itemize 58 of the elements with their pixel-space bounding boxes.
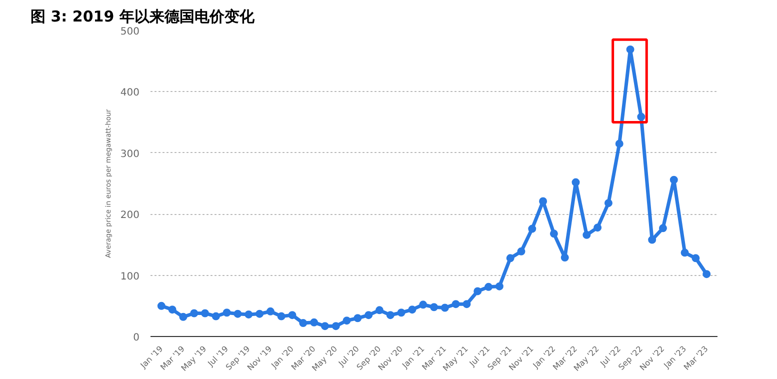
point [506, 254, 514, 262]
point [342, 316, 351, 325]
point [440, 304, 449, 312]
y-tick-label: 200 [120, 210, 140, 222]
point [615, 140, 624, 148]
point [408, 306, 416, 314]
point [288, 311, 296, 320]
point [560, 254, 569, 262]
point [212, 312, 220, 320]
y-tick-label: 100 [120, 271, 140, 282]
point [539, 197, 548, 206]
point [354, 314, 362, 322]
point [397, 308, 406, 317]
point [658, 224, 667, 232]
y-tick-label: 500 [120, 26, 140, 38]
point [484, 282, 493, 291]
y-tick-label: 400 [120, 88, 140, 99]
point [310, 318, 318, 326]
point [594, 224, 602, 232]
point [419, 300, 428, 309]
point [386, 311, 394, 320]
point [637, 112, 646, 121]
point [550, 230, 558, 238]
point [266, 307, 274, 316]
point [320, 322, 329, 330]
point [190, 309, 198, 318]
point [702, 270, 711, 278]
point [680, 248, 689, 257]
point [604, 199, 612, 208]
point [430, 303, 438, 312]
y-tick-label: 0 [133, 332, 140, 344]
point [528, 224, 536, 233]
point [692, 254, 700, 262]
point [495, 282, 504, 290]
point [234, 310, 242, 318]
point [364, 311, 373, 320]
point [277, 312, 286, 320]
point [582, 230, 591, 239]
y-tick-label: 300 [120, 148, 140, 160]
point [201, 309, 210, 318]
point [452, 300, 460, 308]
point [517, 247, 526, 256]
point [299, 319, 308, 328]
point [572, 178, 580, 186]
point [244, 310, 253, 318]
point [157, 302, 166, 310]
point [474, 287, 482, 296]
point [462, 300, 471, 308]
point [179, 312, 188, 321]
point [648, 236, 656, 244]
point [626, 45, 634, 54]
point [168, 306, 176, 314]
point [375, 306, 384, 314]
chart-title: 图 3: 2019 年以来德国电价变化 [30, 8, 256, 26]
point [670, 176, 678, 184]
point [332, 322, 340, 330]
point [222, 308, 231, 317]
point [256, 310, 264, 318]
